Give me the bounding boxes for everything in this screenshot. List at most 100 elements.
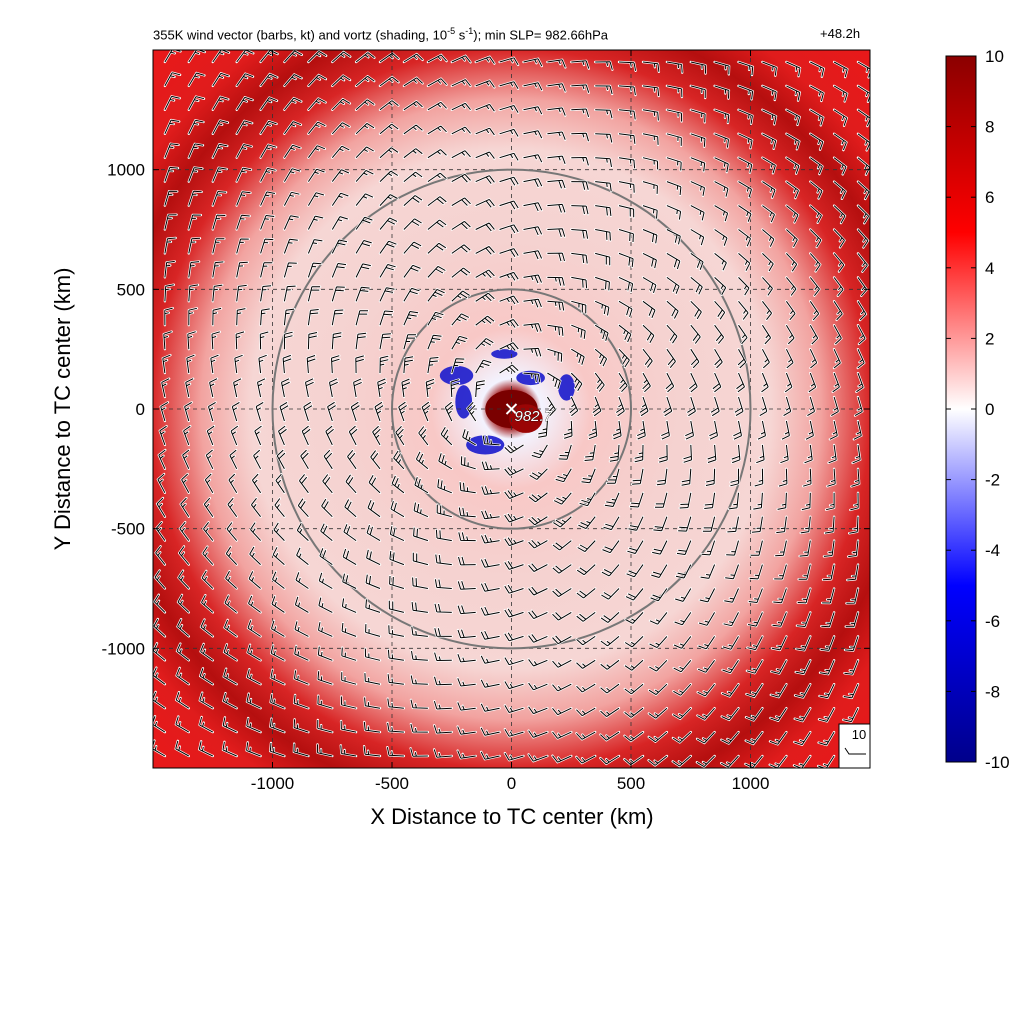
wind-barb [523,106,543,115]
wind-barb [594,300,610,316]
wind-barb [379,333,391,350]
wind-barb [690,300,702,320]
wind-barb [164,307,173,326]
wind-barb [236,308,246,326]
wind-barb [601,564,620,577]
wind-barb [857,229,869,248]
wind-barb [458,507,476,518]
wind-barb [833,324,842,345]
wind-barb [199,668,214,685]
wind-barb [341,598,357,613]
wind-barb [624,636,644,648]
wind-barb [413,502,429,518]
wind-barb [553,516,572,528]
wind-barb [685,420,694,440]
wind-barb [523,130,543,139]
wind-barb [651,564,668,578]
wind-barb [308,98,326,111]
wind-barb [224,619,237,637]
wind-barb [552,683,572,692]
wind-barb [710,396,720,417]
wind-barb [340,696,357,709]
wind-barb [188,237,201,254]
wind-barb [355,216,373,230]
wind-barb [857,133,870,151]
wind-barb [679,492,692,509]
wind-barb [704,492,716,509]
center-x-icon [505,403,518,415]
wind-barb [386,747,404,757]
negative-vorticity-blob [491,349,518,359]
negative-vorticity-blob [439,365,474,386]
wind-barb [364,697,381,709]
wind-barb [499,364,519,374]
wind-barb [425,378,435,398]
wind-barb [365,574,381,589]
wind-barb [341,672,357,685]
reference-barb-box [838,723,871,769]
wind-barb [581,468,596,484]
wind-barb [738,61,754,76]
wind-barb [831,396,839,417]
wind-barb [236,284,247,302]
wind-barb [475,222,495,232]
wind-barb [630,492,644,508]
wind-barb [588,420,598,440]
wind-barb [642,133,659,145]
wind-barb [355,240,372,254]
wind-barb [528,539,548,549]
wind-barb [799,540,811,557]
wind-barb [271,620,285,637]
wind-barb [738,85,754,100]
wind-barb [854,396,863,417]
wind-barb [627,540,644,554]
wind-barb [308,74,327,87]
wind-barb [283,308,295,326]
wind-barb [737,348,747,369]
wind-barb [480,703,500,712]
wind-barb [457,726,476,735]
wind-barb [481,510,500,520]
wind-barb [177,618,190,637]
wind-barb [761,324,772,345]
core-positive-vorticity [509,404,543,433]
wind-barb [849,516,859,534]
wind-barb [666,157,682,171]
wind-barb [379,147,399,159]
wind-barb [753,492,763,510]
wind-barb [666,85,683,98]
wind-barb [663,396,673,417]
colorbar-tick-label: -4 [985,541,1000,560]
wind-barb [775,540,787,557]
wind-barb [762,133,777,149]
wind-barb [714,85,730,99]
wind-barb [761,372,769,393]
wind-barb [801,492,811,511]
center-marker: 982.7 [505,403,553,425]
wind-barb [504,444,524,454]
wind-barb [714,181,729,197]
wind-barb [153,618,166,637]
wind-barb [415,451,429,470]
wind-barb [642,109,659,121]
wind-barb [163,331,172,350]
wind-barb [674,612,692,626]
wind-barb [427,334,442,350]
wind-barb [209,378,218,398]
wind-barb [331,286,345,302]
wind-barb [798,564,811,580]
wind-barb [618,181,635,193]
wind-barb [595,252,611,266]
wind-barb [331,239,348,254]
wind-barb [274,498,285,518]
colorbar-tick-label: 0 [985,400,994,419]
wind-barb [523,226,543,236]
wind-barb [833,61,848,78]
wind-barb [786,109,801,126]
wind-barb [738,133,753,149]
wind-barb [164,237,176,254]
wind-barb [725,564,739,580]
wind-barb [282,354,292,374]
wind-barb [595,109,613,119]
wind-barb [331,309,344,326]
